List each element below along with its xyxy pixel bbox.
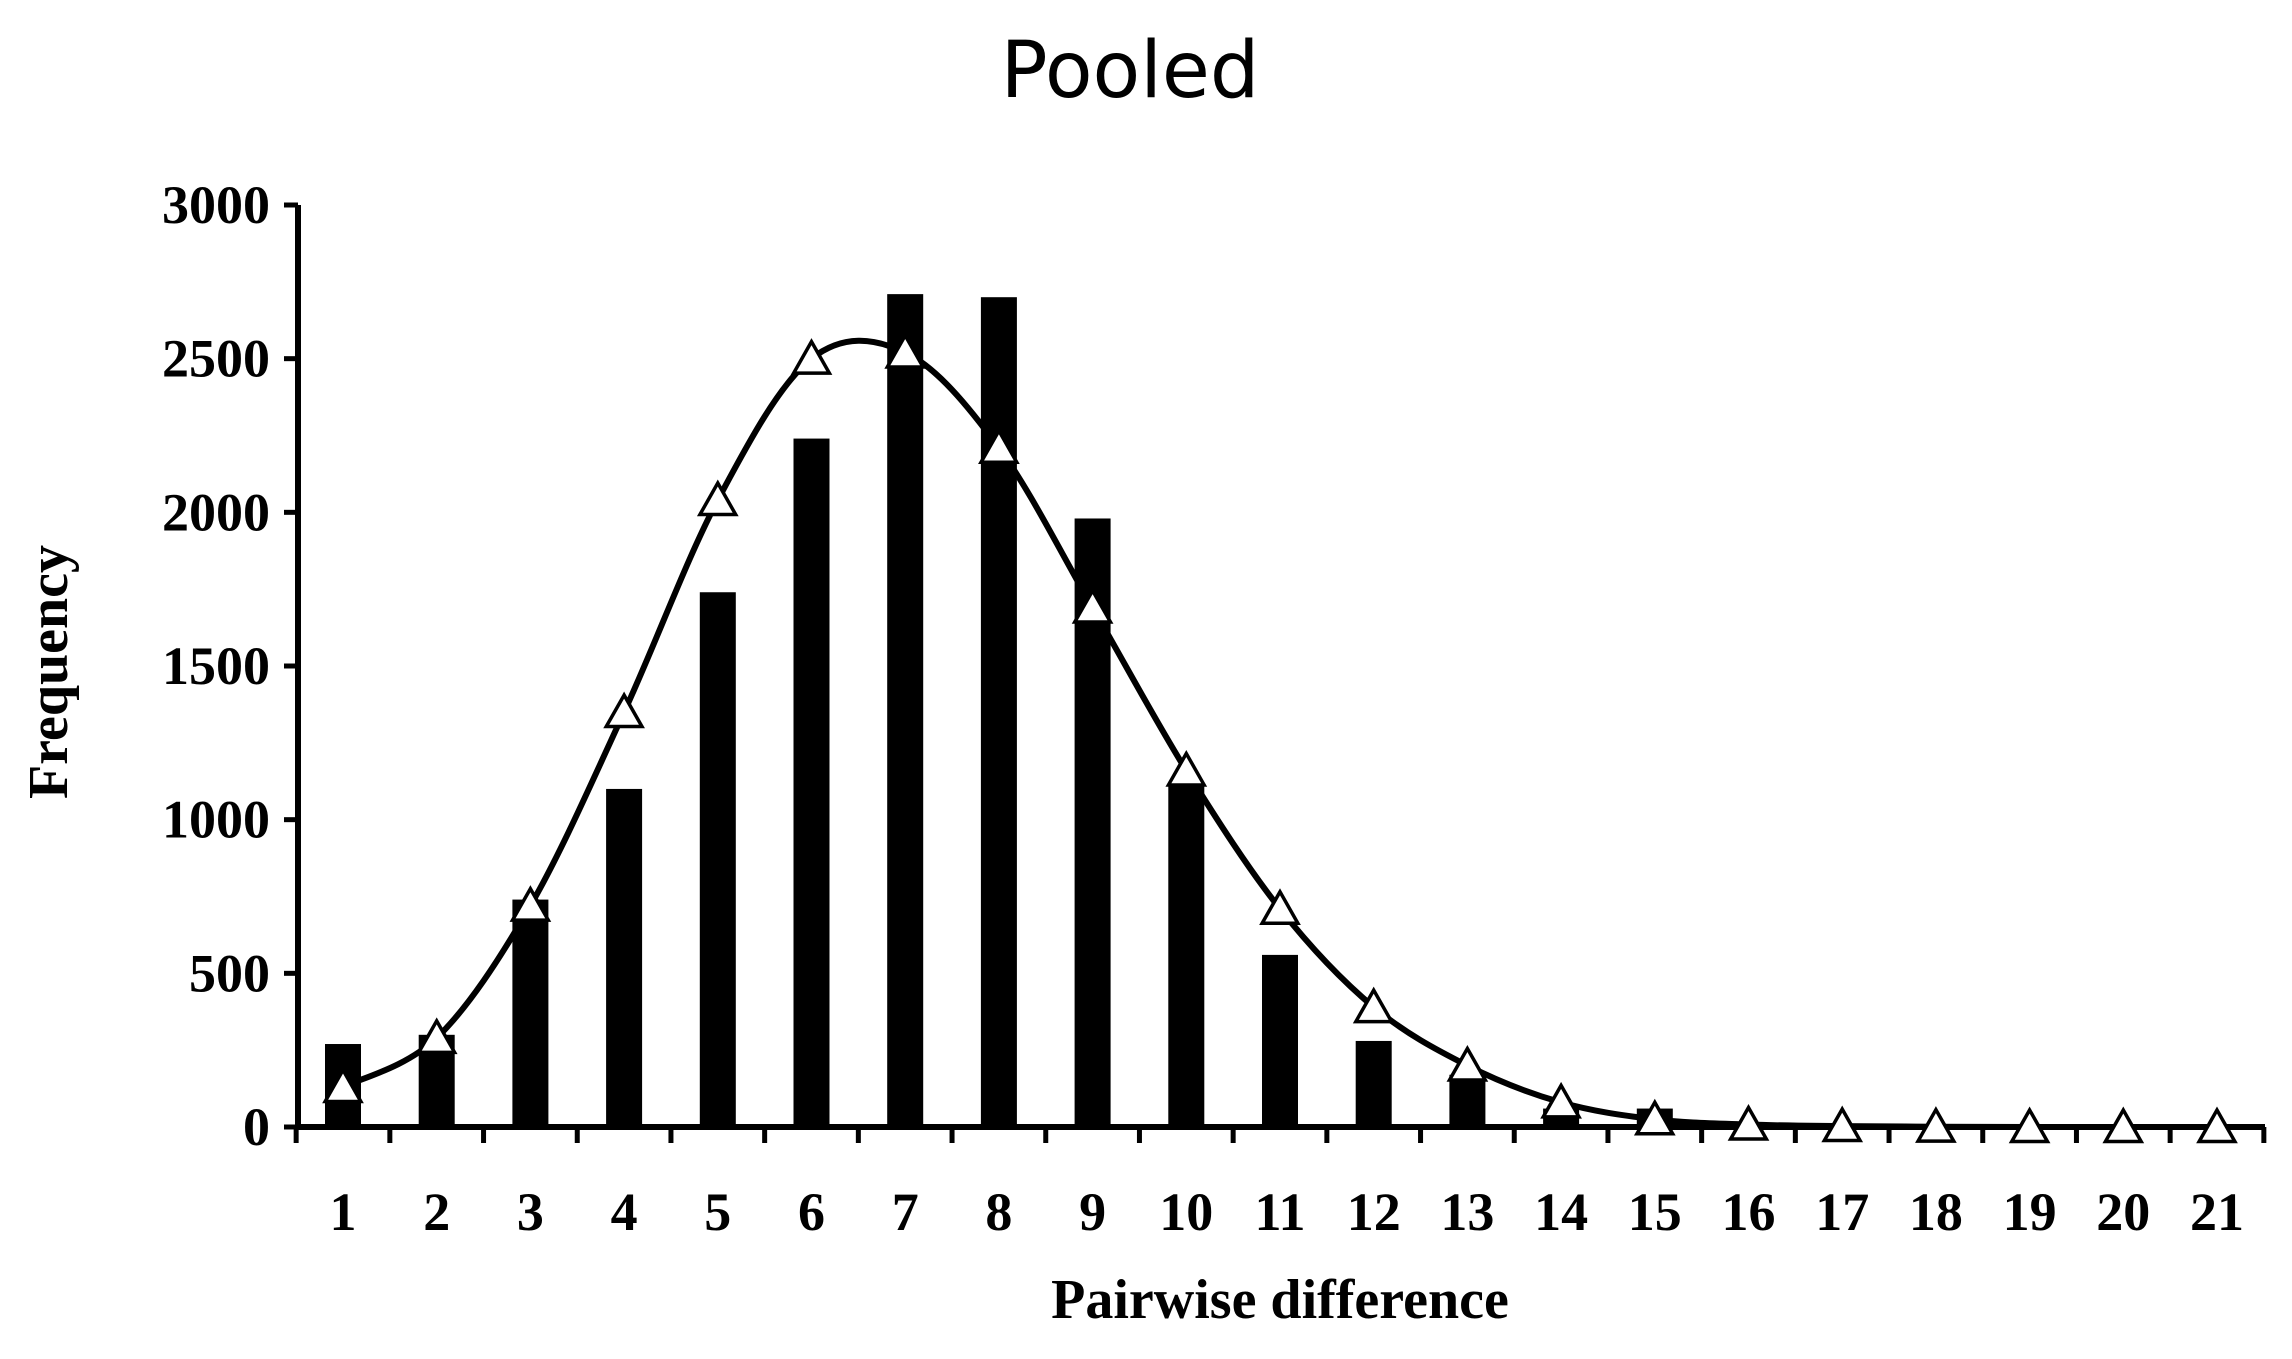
x-tick-label: 9	[1079, 1182, 1106, 1242]
bar-5	[699, 592, 736, 1127]
x-tick-label: 4	[611, 1182, 638, 1242]
line-series	[322, 331, 2238, 1144]
bar-13	[1449, 1074, 1486, 1127]
bar-11	[1262, 954, 1298, 1127]
y-tick-label: 1000	[162, 790, 270, 850]
x-tick-label: 1	[330, 1182, 357, 1242]
bar-8	[980, 297, 1017, 1127]
x-tick-label: 17	[1815, 1182, 1869, 1242]
bar-12	[1355, 1040, 1392, 1127]
x-tick-label: 11	[1254, 1182, 1305, 1242]
y-tick-label: 2500	[162, 329, 270, 389]
x-axis-label: Pairwise difference	[1051, 1269, 1509, 1331]
x-tick-label: 8	[985, 1182, 1012, 1242]
x-tick-label: 16	[1722, 1182, 1776, 1242]
point-2	[415, 1017, 458, 1055]
y-axis-ticks: 0 500 1000 1500 2000 2500 3000	[162, 175, 298, 1157]
x-tick-label: 10	[1159, 1182, 1213, 1242]
x-tick-label: 18	[1909, 1182, 1963, 1242]
y-axis-label: Frequency	[18, 545, 80, 799]
point-19	[2008, 1106, 2051, 1144]
x-tick-label: 13	[1440, 1182, 1494, 1242]
point-10	[1165, 749, 1208, 787]
x-tick-label: 2	[423, 1182, 450, 1242]
x-tick-label: 3	[517, 1182, 544, 1242]
bar-3	[512, 899, 549, 1127]
y-tick-label: 3000	[162, 175, 270, 235]
x-tick-label: 12	[1347, 1182, 1401, 1242]
point-6	[790, 338, 833, 375]
point-12	[1352, 986, 1395, 1024]
y-tick-label: 1500	[162, 636, 270, 696]
point-14	[1540, 1081, 1582, 1119]
point-11	[1259, 888, 1301, 925]
point-9	[1071, 587, 1114, 624]
point-8	[978, 427, 1020, 464]
point-17	[1821, 1105, 1864, 1143]
x-tick-label: 19	[2003, 1182, 2057, 1242]
x-tick-label: 20	[2096, 1182, 2150, 1242]
point-1	[322, 1066, 364, 1104]
x-tick-label: 21	[2190, 1182, 2244, 1242]
y-tick-label: 500	[189, 943, 270, 1003]
chart-title: Pooled	[1001, 26, 1260, 116]
point-7	[884, 331, 927, 369]
bar-4	[606, 788, 643, 1127]
point-20	[2102, 1106, 2145, 1144]
x-tick-label: 6	[798, 1182, 825, 1242]
point-15	[1633, 1098, 1676, 1136]
bar-6	[793, 438, 830, 1127]
point-13	[1446, 1044, 1489, 1082]
point-18	[1915, 1106, 1957, 1143]
x-tick-label: 5	[704, 1182, 731, 1242]
point-5	[696, 479, 739, 517]
x-axis-ticks: 1 2 3 4 5 6 7 8 9 10 11 12 13 14 15 16 17 18 19 20 21	[293, 1127, 2267, 1242]
x-tick-label: 14	[1534, 1182, 1588, 1242]
y-tick-label: 0	[243, 1097, 270, 1157]
y-tick-label: 2000	[162, 482, 270, 542]
bar-7	[887, 294, 924, 1127]
x-tick-label: 7	[892, 1182, 919, 1242]
point-21	[2196, 1106, 2238, 1144]
x-tick-label: 15	[1628, 1182, 1682, 1242]
point-4	[603, 691, 645, 729]
point-3	[509, 885, 552, 922]
bar-10	[1168, 782, 1205, 1127]
bar-series	[325, 294, 1861, 1127]
point-16	[1727, 1103, 1770, 1141]
